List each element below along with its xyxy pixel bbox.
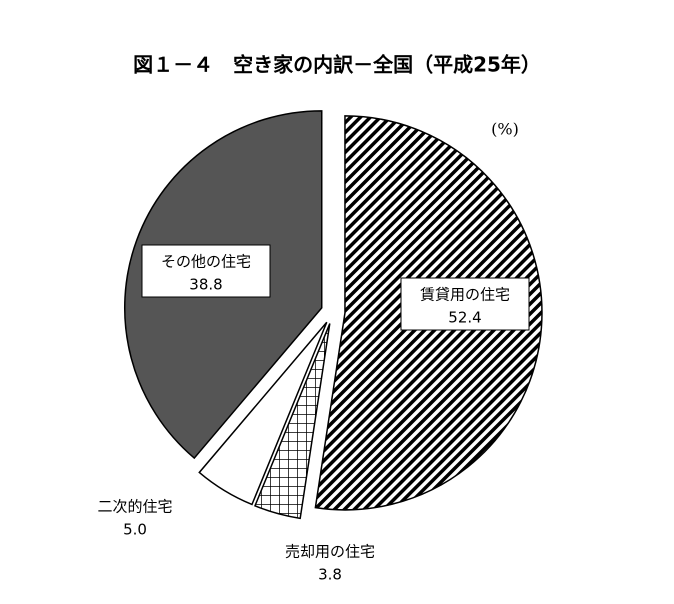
value-label: 5.0 <box>123 521 147 539</box>
pie-slice <box>198 321 328 506</box>
slice-label: その他の住宅 <box>161 253 251 271</box>
label-box <box>400 277 530 331</box>
label-box <box>141 244 271 298</box>
chart-title: 図１－４ 空き家の内訳－全国（平成25年） <box>133 53 541 77</box>
slice-label: 売却用の住宅 <box>285 543 375 561</box>
value-label: 38.8 <box>189 276 222 294</box>
slice-label: 賃貸用の住宅 <box>420 286 510 304</box>
pie-slice <box>254 323 331 520</box>
slice-label: 二次的住宅 <box>97 498 172 516</box>
value-label: 3.8 <box>318 566 342 584</box>
unit-label: (%) <box>491 120 519 139</box>
value-label: 52.4 <box>448 309 481 327</box>
